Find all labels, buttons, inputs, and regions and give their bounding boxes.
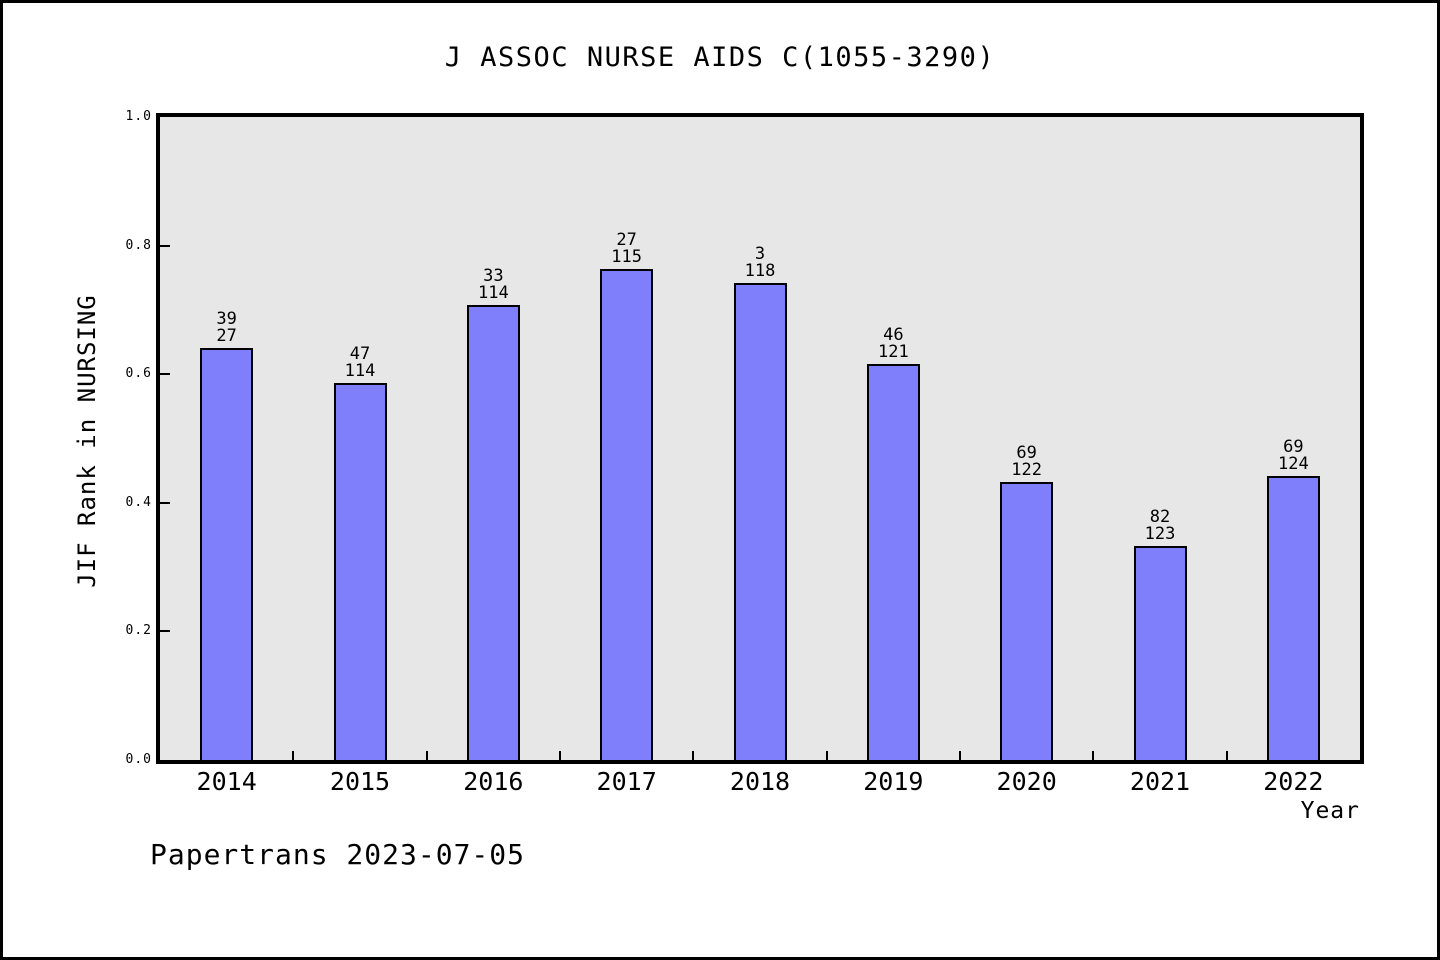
bar-value-label-2015: 47 114 [300, 346, 420, 380]
y-tick-label-0.4: 0.4 [125, 494, 152, 510]
x-tick-label-2022: 2022 [1263, 767, 1324, 796]
chart-title: J ASSOC NURSE AIDS C(1055-3290) [444, 42, 996, 73]
bar-2015 [333, 383, 387, 760]
bar-2019 [866, 363, 920, 760]
x-minor-tick [1092, 751, 1095, 760]
x-minor-tick [825, 751, 828, 760]
bar-total-value: 124 [1277, 453, 1309, 474]
bar-2022 [1266, 475, 1320, 760]
y-tick-label-0.0: 0.0 [125, 752, 152, 767]
bar-total-value: 121 [877, 341, 909, 362]
bar-total-value: 114 [477, 282, 509, 303]
y-tick-label-0.6: 0.6 [125, 366, 152, 382]
y-tick-dash [160, 501, 170, 504]
x-tick-label-2020: 2020 [996, 767, 1057, 796]
y-tick-label-1.0: 1.0 [125, 109, 152, 124]
x-minor-tick [692, 751, 695, 760]
bar-rank-value: 39 [216, 308, 237, 329]
bar-value-label-2022: 69 124 [1233, 436, 1353, 474]
bar-rank-value: 3 [754, 243, 766, 264]
y-axis-label: JIF Rank in NURSING [73, 294, 101, 588]
bar-total-value: 115 [611, 246, 643, 267]
bar-value-label-2017: 27 115 [567, 229, 687, 267]
bar-rank-value: 47 [349, 344, 371, 365]
bar-value-label-2021: 82 123 [1100, 506, 1220, 544]
bar-rank-value: 33 [483, 265, 504, 286]
bar-rank-value: 69 [1016, 443, 1037, 464]
watermark-text: Papertrans 2023-07-05 [150, 838, 526, 871]
x-minor-tick [292, 751, 295, 760]
bar-total-value: 122 [1011, 460, 1043, 481]
bar-value-label-2019: 46 121 [833, 324, 953, 362]
x-tick-label-2019: 2019 [863, 767, 924, 796]
x-axis-label: Year [1300, 798, 1360, 824]
bar-2018 [733, 282, 787, 760]
y-tick-label-0.2: 0.2 [125, 623, 152, 639]
bar-total-value: 114 [344, 361, 376, 382]
bar-2020 [1000, 482, 1054, 760]
bar-value-label-2018: 3 118 [700, 243, 820, 281]
bar-rank-value: 82 [1149, 506, 1171, 527]
bar-total-value: 123 [1144, 523, 1176, 544]
bar-2014 [200, 347, 254, 760]
bar-total-value: 27 [216, 325, 237, 346]
bar-value-label-2014: 39 27 [167, 308, 287, 346]
bar-rank-value: 69 [1283, 436, 1304, 457]
y-tick-dash [160, 630, 170, 633]
bar-2021 [1133, 545, 1187, 760]
x-tick-label-2016: 2016 [463, 767, 524, 796]
x-minor-tick [425, 751, 428, 760]
x-tick-label-2014: 2014 [196, 767, 257, 796]
x-tick-label-2015: 2015 [329, 767, 391, 796]
bar-rank-value: 27 [616, 229, 637, 250]
x-tick-label-2021: 2021 [1129, 767, 1191, 796]
y-tick-dash [160, 373, 170, 376]
y-tick-label-0.8: 0.8 [125, 237, 152, 253]
plot-area: 39 27 47 114 33 114 27 115 3 118 46 121 69 122 82 123 69… [156, 113, 1364, 764]
x-minor-tick [959, 751, 961, 760]
bar-value-label-2020: 69 122 [967, 445, 1087, 479]
x-tick-label-2017: 2017 [596, 767, 657, 796]
y-tick-dash [160, 244, 170, 247]
x-minor-tick [1225, 751, 1228, 760]
bar-rank-value: 46 [883, 324, 904, 345]
bar-total-value: 118 [744, 260, 776, 281]
bar-2017 [600, 268, 654, 760]
bar-value-label-2016: 33 114 [433, 265, 553, 303]
bar-2016 [466, 304, 520, 760]
x-minor-tick [559, 751, 561, 760]
x-tick-label-2018: 2018 [729, 767, 791, 796]
